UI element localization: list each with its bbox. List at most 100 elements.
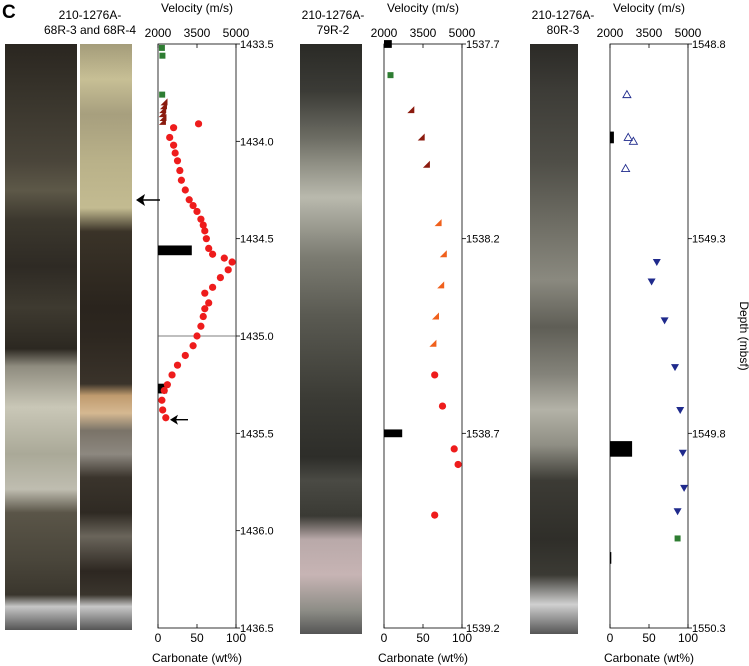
carbonate-point	[205, 299, 213, 307]
velocity-open-triangle	[622, 89, 632, 99]
velocity-light-triangle	[434, 219, 442, 227]
velocity-bar	[610, 552, 612, 564]
top-tick-label: 5000	[675, 26, 702, 40]
plot-frame	[383, 43, 463, 629]
top-axis-label: Velocity (m/s)	[387, 1, 459, 15]
velocity-down-triangle	[647, 278, 656, 286]
top-axis-label: Velocity (m/s)	[613, 1, 685, 15]
top-tick-label: 5000	[223, 26, 250, 40]
velocity-dark-triangle	[417, 133, 425, 141]
carbonate-point	[160, 386, 168, 395]
top-tick-label: 2000	[145, 26, 172, 40]
plot-68R: Velocity (m/s) 2000 3500 5000 0 50 100 Carbonat…	[145, 1, 274, 665]
plot-80R: Velocity (m/s) 2000 3500 5000 0 50 100 Carbonat…	[597, 1, 749, 665]
carbonate-point	[181, 186, 189, 194]
carbonate-point	[201, 305, 209, 313]
carbonate-point	[220, 254, 228, 262]
core-photo-68R-4	[80, 44, 132, 630]
velocity-square-marker	[387, 72, 394, 79]
carbonate-point	[197, 215, 205, 223]
right-tick-label: 1550.3	[692, 623, 726, 635]
right-tick-label: 1435.5	[240, 428, 274, 440]
velocity-down-triangle	[660, 317, 669, 325]
carbonate-point	[228, 258, 236, 266]
velocity-down-triangle	[652, 259, 661, 267]
carbonate-point	[202, 235, 210, 243]
core-title-2-line1: 210-1276A-	[301, 8, 365, 22]
velocity-square-marker	[159, 52, 166, 59]
carbonate-point	[177, 176, 185, 184]
plot-79R: Velocity (m/s) 2000 3500 5000 0 50 100 Carbonat…	[371, 1, 500, 665]
bottom-tick-label: 100	[452, 631, 472, 645]
velocity-light-triangle	[429, 339, 437, 347]
core-photo-80R-3	[530, 44, 578, 634]
carbonate-point	[438, 402, 447, 410]
bottom-axis-label: Carbonate (wt%)	[604, 651, 694, 665]
core-title-2-line2: 79R-2	[316, 23, 350, 37]
core-title-2: 210-1276A- 79R-2	[288, 8, 378, 38]
right-tick-label: 1548.8	[692, 39, 726, 51]
bottom-tick-label: 0	[381, 631, 388, 645]
carbonate-point	[197, 322, 205, 330]
velocity-square-marker	[158, 44, 165, 51]
carbonate-point	[199, 312, 207, 321]
core-title-3: 210-1276A- 80R-3	[518, 8, 608, 38]
velocity-down-triangle	[673, 508, 682, 516]
carbonate-point	[159, 406, 167, 414]
panel-label: C	[2, 2, 16, 23]
carbonate-point	[224, 266, 232, 274]
carbonate-point	[173, 361, 182, 369]
velocity-down-triangle	[676, 406, 685, 414]
top-tick-label: 2000	[371, 26, 398, 40]
carbonate-point	[431, 511, 439, 519]
top-axis-label: Velocity (m/s)	[161, 1, 233, 15]
right-tick-label: 1538.7	[466, 428, 500, 440]
carbonate-point	[181, 351, 189, 360]
carbonate-point	[173, 157, 182, 165]
carbonate-point	[205, 244, 213, 252]
right-tick-label: 1538.2	[466, 234, 500, 246]
carbonate-point	[431, 371, 439, 379]
right-tick-label: 1549.3	[692, 234, 726, 246]
right-tick-label: 1537.7	[466, 39, 500, 51]
carbonate-point	[171, 149, 179, 157]
velocity-dark-triangle	[158, 110, 166, 118]
carbonate-point	[185, 196, 193, 204]
carbonate-point	[189, 201, 197, 210]
bottom-axis-label: Carbonate (wt%)	[378, 651, 468, 665]
top-tick-label: 3500	[636, 26, 663, 40]
carbonate-point	[176, 166, 184, 175]
velocity-down-triangle	[680, 484, 689, 492]
right-tick-label: 1539.2	[466, 623, 500, 635]
velocity-open-triangle	[623, 132, 633, 141]
bottom-tick-label: 100	[226, 631, 246, 645]
velocity-open-triangle	[628, 136, 639, 145]
bottom-tick-label: 0	[607, 631, 614, 645]
velocity-dark-triangle	[407, 106, 415, 114]
core-title-3-line1: 210-1276A-	[531, 8, 595, 22]
carbonate-point	[194, 120, 203, 128]
carbonate-point	[158, 396, 166, 404]
velocity-light-triangle	[432, 312, 439, 320]
core-photo-68R-3	[5, 44, 77, 630]
bottom-axis-label: Carbonate (wt%)	[152, 651, 242, 665]
core-title-1-line1: 210-1276A-	[58, 8, 122, 22]
carbonate-point	[193, 332, 201, 340]
carbonate-point	[450, 445, 458, 453]
carbonate-point	[216, 274, 224, 282]
carbonate-point	[201, 289, 209, 297]
core-title-3-line2: 80R-3	[546, 23, 580, 37]
right-tick-label: 1549.8	[692, 428, 726, 440]
carbonate-point	[170, 141, 178, 149]
carbonate-point	[162, 414, 170, 422]
velocity-bar	[384, 40, 392, 48]
core-title-1: 210-1276A- 68R-3 and 68R-4	[30, 8, 150, 38]
core-arrow-icon	[136, 194, 160, 206]
velocity-bar	[610, 131, 614, 144]
bottom-tick-label: 50	[416, 631, 430, 645]
carbonate-point	[454, 460, 462, 469]
velocity-dark-triangle	[158, 117, 166, 125]
velocity-light-triangle	[437, 281, 445, 289]
bottom-tick-label: 0	[155, 631, 162, 645]
core-title-1-line2: 68R-3 and 68R-4	[43, 23, 137, 37]
